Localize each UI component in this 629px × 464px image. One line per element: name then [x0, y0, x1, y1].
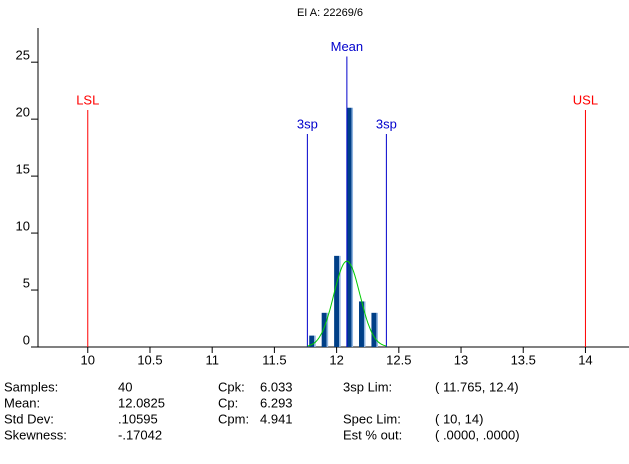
- x-tick-label: 11: [205, 352, 219, 367]
- bar: [321, 312, 327, 347]
- bar-shadow: [376, 312, 378, 347]
- x-tick-label: 13.5: [511, 352, 536, 367]
- x-tick-label: 14: [578, 352, 592, 367]
- x-tick-label: 13: [454, 352, 468, 367]
- bar: [334, 255, 340, 347]
- stat-value: 12.0825: [118, 395, 165, 410]
- stat-value: ( 11.765, 12.4): [435, 379, 519, 394]
- x-tick-label: 12: [329, 352, 343, 367]
- reference-label: USL: [573, 92, 598, 107]
- bar: [346, 107, 352, 347]
- stat-value: .10595: [118, 411, 158, 426]
- stat-label: Est % out:: [343, 427, 402, 442]
- x-tick-label: 10.5: [137, 352, 162, 367]
- bar: [371, 312, 377, 347]
- bar-shadow: [339, 255, 341, 347]
- stat-value: 6.033: [260, 379, 293, 394]
- y-tick-label: 10: [16, 219, 30, 234]
- x-tick-label: 11.5: [262, 352, 286, 367]
- stat-label: Cpk:: [218, 379, 245, 394]
- bar-shadow: [363, 301, 366, 347]
- reference-label: 3sp: [297, 116, 318, 131]
- reference-label: LSL: [76, 92, 99, 107]
- bar: [309, 335, 315, 347]
- reference-label: Mean: [331, 39, 364, 54]
- x-tick-label: 10: [81, 352, 95, 367]
- stat-label: 3sp Lim:: [343, 379, 392, 394]
- stat-label: Cpm:: [218, 411, 249, 426]
- y-tick-label: 20: [16, 105, 30, 120]
- stat-value: -.17042: [118, 427, 162, 442]
- bar-shadow: [314, 335, 316, 347]
- y-tick-label: 15: [16, 162, 30, 177]
- stat-value: 40: [118, 379, 132, 394]
- stat-label: Skewness:: [4, 427, 67, 442]
- stat-value: 6.293: [260, 395, 293, 410]
- stat-value: ( 10, 14): [435, 411, 483, 426]
- y-tick-label: 25: [16, 48, 30, 63]
- normal-curve: [307, 260, 387, 347]
- bar-shadow: [351, 107, 354, 347]
- chart-title: EI A: 22269/6: [297, 7, 363, 19]
- x-tick-label: 12.5: [386, 352, 411, 367]
- bar-shadow: [326, 312, 329, 347]
- bar: [359, 301, 364, 347]
- stat-label: Samples:: [4, 379, 58, 394]
- stat-label: Cp:: [218, 395, 238, 410]
- y-tick-label: 0: [23, 332, 30, 347]
- y-tick-label: 5: [23, 275, 30, 290]
- stat-value: 4.941: [260, 411, 293, 426]
- stat-label: Std Dev:: [4, 411, 54, 426]
- reference-label: 3sp: [376, 116, 397, 131]
- stat-value: ( .0000, .0000): [435, 427, 520, 442]
- stat-label: Spec Lim:: [343, 411, 401, 426]
- stat-label: Mean:: [4, 395, 40, 410]
